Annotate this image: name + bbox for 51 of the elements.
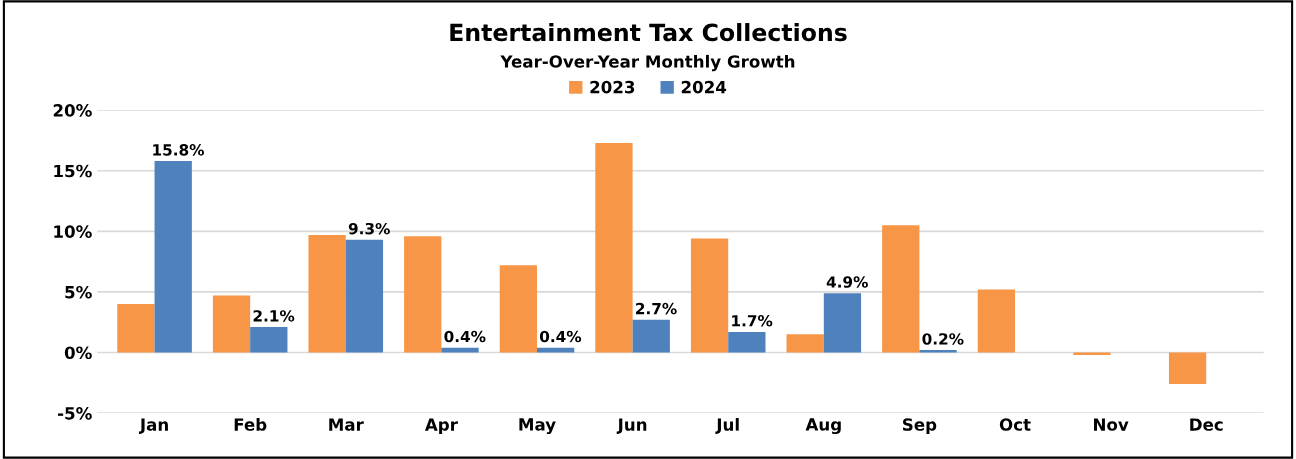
bar [977, 289, 1016, 353]
data-label: 0.4% [444, 330, 486, 343]
legend-label: 2023 [590, 80, 635, 94]
data-label: 2.1% [253, 310, 295, 322]
x-tick-label: Apr [424, 418, 458, 435]
chart-title: Entertainment Tax Collections [450, 23, 847, 42]
bar [154, 161, 192, 353]
legend-label: 2024 [681, 80, 727, 94]
bar [1168, 352, 1207, 385]
x-tick-label: May [519, 418, 556, 435]
x-tick-label: Dec [1190, 418, 1223, 431]
data-label: 2.7% [636, 302, 677, 315]
x-tick-label: Jan [138, 418, 168, 434]
x-tick-label: Feb [234, 417, 267, 431]
x-tick-label: Sep [902, 418, 937, 435]
data-label: 4.9% [826, 276, 868, 288]
x-tick-label: Jun [616, 418, 647, 434]
bar [308, 234, 346, 353]
data-label: 0.4% [539, 330, 582, 343]
bar [786, 334, 824, 353]
bar [441, 347, 479, 353]
chart-subtitle: Year-Over-Year Monthly Growth [500, 54, 795, 72]
x-tick-label: Jul [715, 417, 739, 434]
data-label: 0.2% [922, 333, 964, 345]
bar [536, 347, 575, 353]
x-tick-label: Mar [329, 418, 364, 431]
bar [595, 142, 633, 353]
bar [882, 225, 920, 353]
bar [117, 304, 155, 353]
bar [632, 319, 670, 353]
y-tick-label: 15% [54, 164, 92, 178]
bar [345, 239, 384, 353]
y-tick-label: 10% [54, 225, 92, 238]
y-tick-label: 20% [53, 104, 92, 117]
bar [823, 293, 862, 353]
bar [919, 350, 957, 353]
bar [690, 238, 729, 353]
data-label: 15.8% [153, 144, 204, 156]
y-tick-label: 5% [65, 285, 92, 299]
data-label: 1.7% [732, 314, 773, 327]
x-tick-label: Aug [805, 418, 841, 435]
bar [499, 265, 537, 353]
data-label: 9.3% [348, 222, 390, 235]
y-tick-label: 0% [64, 346, 92, 360]
x-tick-label: Oct [999, 418, 1031, 431]
bar [728, 331, 766, 353]
y-tick-label: -5% [58, 407, 92, 420]
x-tick-label: Nov [1094, 418, 1129, 431]
bar [212, 295, 251, 353]
bar [404, 236, 442, 353]
bar [250, 327, 288, 353]
